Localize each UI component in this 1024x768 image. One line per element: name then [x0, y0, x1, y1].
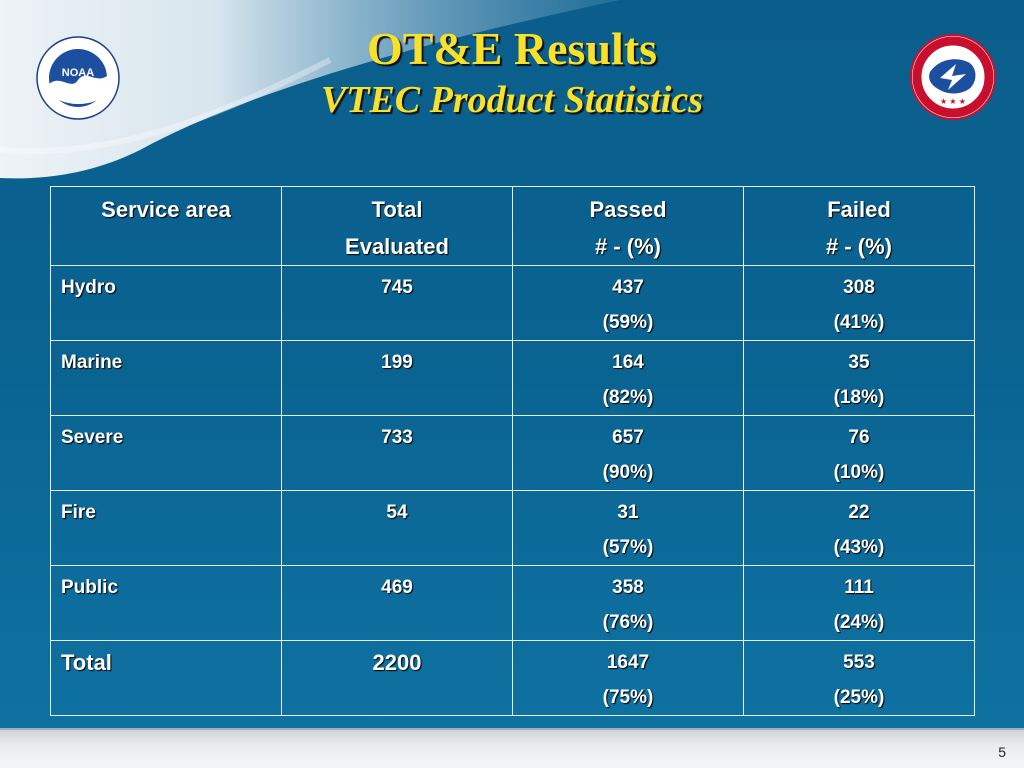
header-total-evaluated: Total Evaluated	[281, 186, 513, 266]
table-row: Public 469 358 (76%) 111 (24%)	[50, 565, 975, 641]
header-failed: Failed # - (%)	[743, 186, 975, 266]
cell-passed: 657 (90%)	[512, 415, 744, 491]
table-row: Hydro 745 437 (59%) 308 (41%)	[50, 265, 975, 341]
cell-area: Hydro	[50, 265, 282, 341]
cell-total: 745	[281, 265, 513, 341]
footer-bar	[0, 730, 1024, 768]
table-row: Fire 54 31 (57%) 22 (43%)	[50, 490, 975, 566]
header-swoosh	[0, 0, 620, 179]
cell-failed: 35 (18%)	[743, 340, 975, 416]
header-service-area: Service area	[50, 186, 282, 266]
noaa-logo-text: NOAA	[62, 67, 94, 79]
noaa-logo-icon: NOAA	[36, 36, 120, 120]
cell-failed: 308 (41%)	[743, 265, 975, 341]
header-passed: Passed # - (%)	[512, 186, 744, 266]
statistics-table: Service area Total Evaluated Passed # - …	[50, 186, 975, 716]
cell-total: 199	[281, 340, 513, 416]
table-header-row: Service area Total Evaluated Passed # - …	[50, 186, 975, 266]
footer-divider	[0, 728, 1024, 731]
cell-failed: 111 (24%)	[743, 565, 975, 641]
cell-passed: 31 (57%)	[512, 490, 744, 566]
cell-failed: 553 (25%)	[743, 640, 975, 716]
cell-passed: 1647 (75%)	[512, 640, 744, 716]
cell-failed: 76 (10%)	[743, 415, 975, 491]
cell-total: 469	[281, 565, 513, 641]
cell-area: Marine	[50, 340, 282, 416]
table-total-row: Total 2200 1647 (75%) 553 (25%)	[50, 640, 975, 716]
cell-passed: 437 (59%)	[512, 265, 744, 341]
cell-passed: 358 (76%)	[512, 565, 744, 641]
cell-total: 733	[281, 415, 513, 491]
cell-total: 54	[281, 490, 513, 566]
cell-total: 2200	[281, 640, 513, 716]
slide-title: OT&E Results	[366, 23, 658, 74]
cell-area: Fire	[50, 490, 282, 566]
svg-text:★ ★ ★: ★ ★ ★	[940, 97, 966, 106]
table-row: Severe 733 657 (90%) 76 (10%)	[50, 415, 975, 491]
cell-area: Severe	[50, 415, 282, 491]
cell-passed: 164 (82%)	[512, 340, 744, 416]
page-number: 5	[998, 744, 1006, 760]
cell-failed: 22 (43%)	[743, 490, 975, 566]
cell-area: Public	[50, 565, 282, 641]
slide-subtitle: VTEC Product Statistics	[320, 79, 704, 121]
nws-logo-icon: ★ ★ ★	[910, 34, 996, 120]
table-row: Marine 199 164 (82%) 35 (18%)	[50, 340, 975, 416]
cell-area: Total	[50, 640, 282, 716]
